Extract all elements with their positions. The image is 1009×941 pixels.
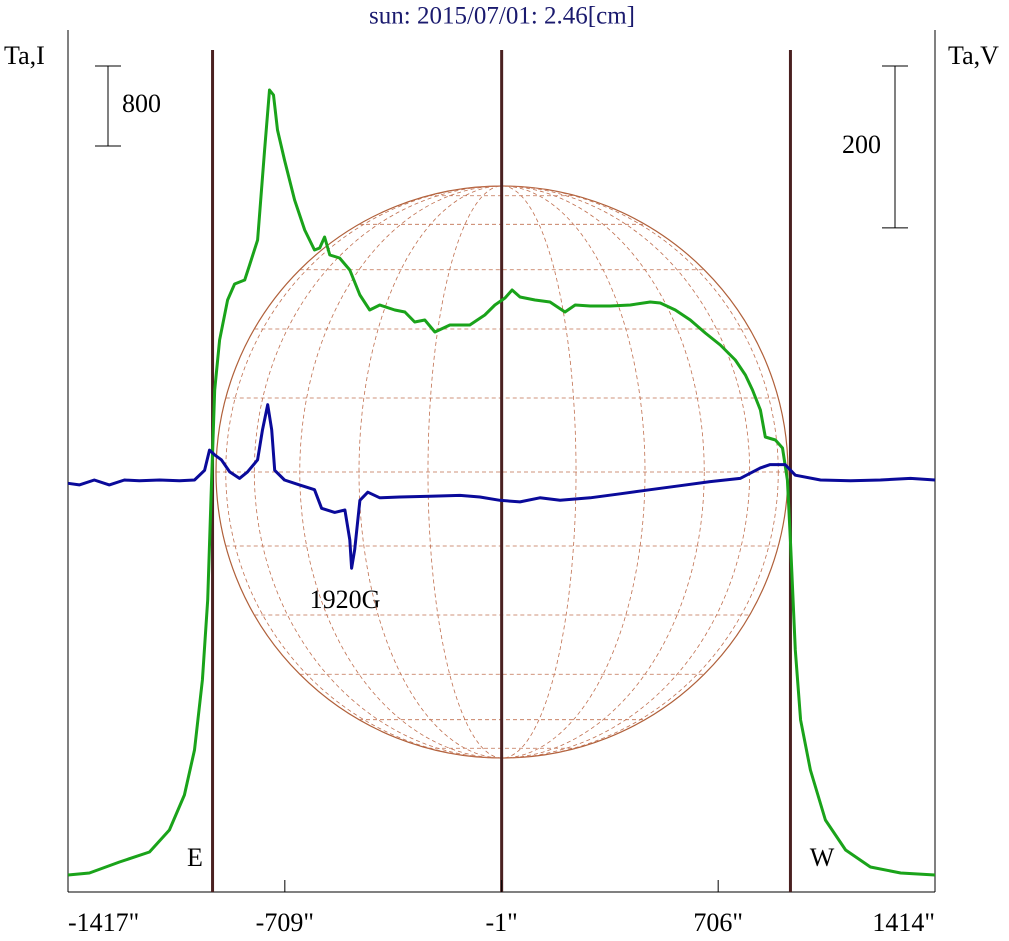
y2-axis-label: Ta,V <box>948 41 999 70</box>
data-line <box>67 403 936 570</box>
scale-bar-label: 200 <box>842 130 881 159</box>
y-axis-label: Ta,I <box>4 41 45 70</box>
chart-title: sun: 2015/07/01: 2.46[cm] <box>369 3 635 30</box>
x-tick-label: -1" <box>486 908 518 937</box>
data-line <box>67 88 936 877</box>
annotation: 1920G <box>310 585 381 614</box>
annotation: W <box>810 843 835 872</box>
x-tick-label: 1414" <box>872 908 935 937</box>
x-tick-label: -1417" <box>68 908 139 937</box>
scale-bar-label: 800 <box>122 89 161 118</box>
x-tick-label: -709" <box>256 908 314 937</box>
annotation: E <box>187 843 203 872</box>
x-tick-label: 706" <box>693 908 743 937</box>
